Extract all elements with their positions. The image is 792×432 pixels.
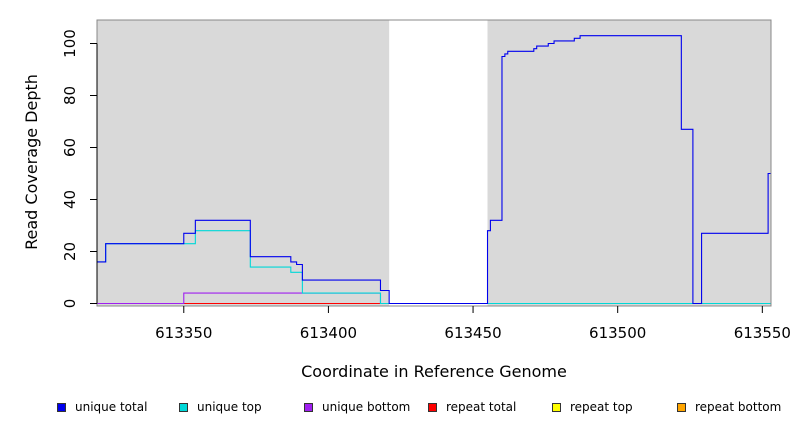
legend-swatch <box>57 402 66 412</box>
x-tick-label: 613500 <box>589 324 646 342</box>
y-tick-label: 60 <box>61 138 79 157</box>
legend: unique total unique top unique bottom repea… <box>0 400 792 420</box>
series-lines <box>97 35 771 305</box>
shaded-region <box>97 20 390 306</box>
y-tick-label: 80 <box>61 86 79 105</box>
legend-label: unique top <box>197 400 262 414</box>
x-axis-label: Coordinate in Reference Genome <box>301 362 567 381</box>
x-tick-label: 613350 <box>155 324 212 342</box>
legend-swatch <box>304 402 313 412</box>
y-tick-label: 0 <box>61 299 79 309</box>
legend-label: unique total <box>75 400 148 414</box>
legend-item-unique-total: unique total <box>57 400 147 414</box>
y-axis: 0 20 40 60 80 100 <box>61 29 98 309</box>
legend-item-repeat-top: repeat top <box>552 400 633 414</box>
y-tick-label: 40 <box>61 190 79 209</box>
legend-item-repeat-total: repeat total <box>428 400 516 414</box>
x-tick-label: 613450 <box>444 324 501 342</box>
legend-item-unique-bottom: unique bottom <box>304 400 410 414</box>
legend-swatch <box>179 402 188 412</box>
legend-item-unique-top: unique top <box>179 400 262 414</box>
legend-swatch <box>552 402 561 412</box>
y-tick-label: 20 <box>61 242 79 261</box>
legend-item-repeat-bottom: repeat bottom <box>677 400 781 414</box>
x-axis: 613350 613400 613450 613500 613550 <box>155 306 791 342</box>
legend-label: repeat total <box>446 400 517 414</box>
series-line-unique-total <box>97 35 771 305</box>
legend-label: repeat top <box>570 400 633 414</box>
legend-swatch <box>677 402 686 412</box>
legend-swatch <box>428 402 437 412</box>
legend-label: unique bottom <box>322 400 411 414</box>
y-axis-label: Read Coverage Depth <box>22 74 41 250</box>
y-tick-label: 100 <box>61 29 79 58</box>
x-tick-label: 613550 <box>734 324 791 342</box>
x-tick-label: 613400 <box>300 324 357 342</box>
shaded-regions <box>97 20 771 306</box>
shaded-region <box>487 20 771 306</box>
legend-label: repeat bottom <box>695 400 782 414</box>
